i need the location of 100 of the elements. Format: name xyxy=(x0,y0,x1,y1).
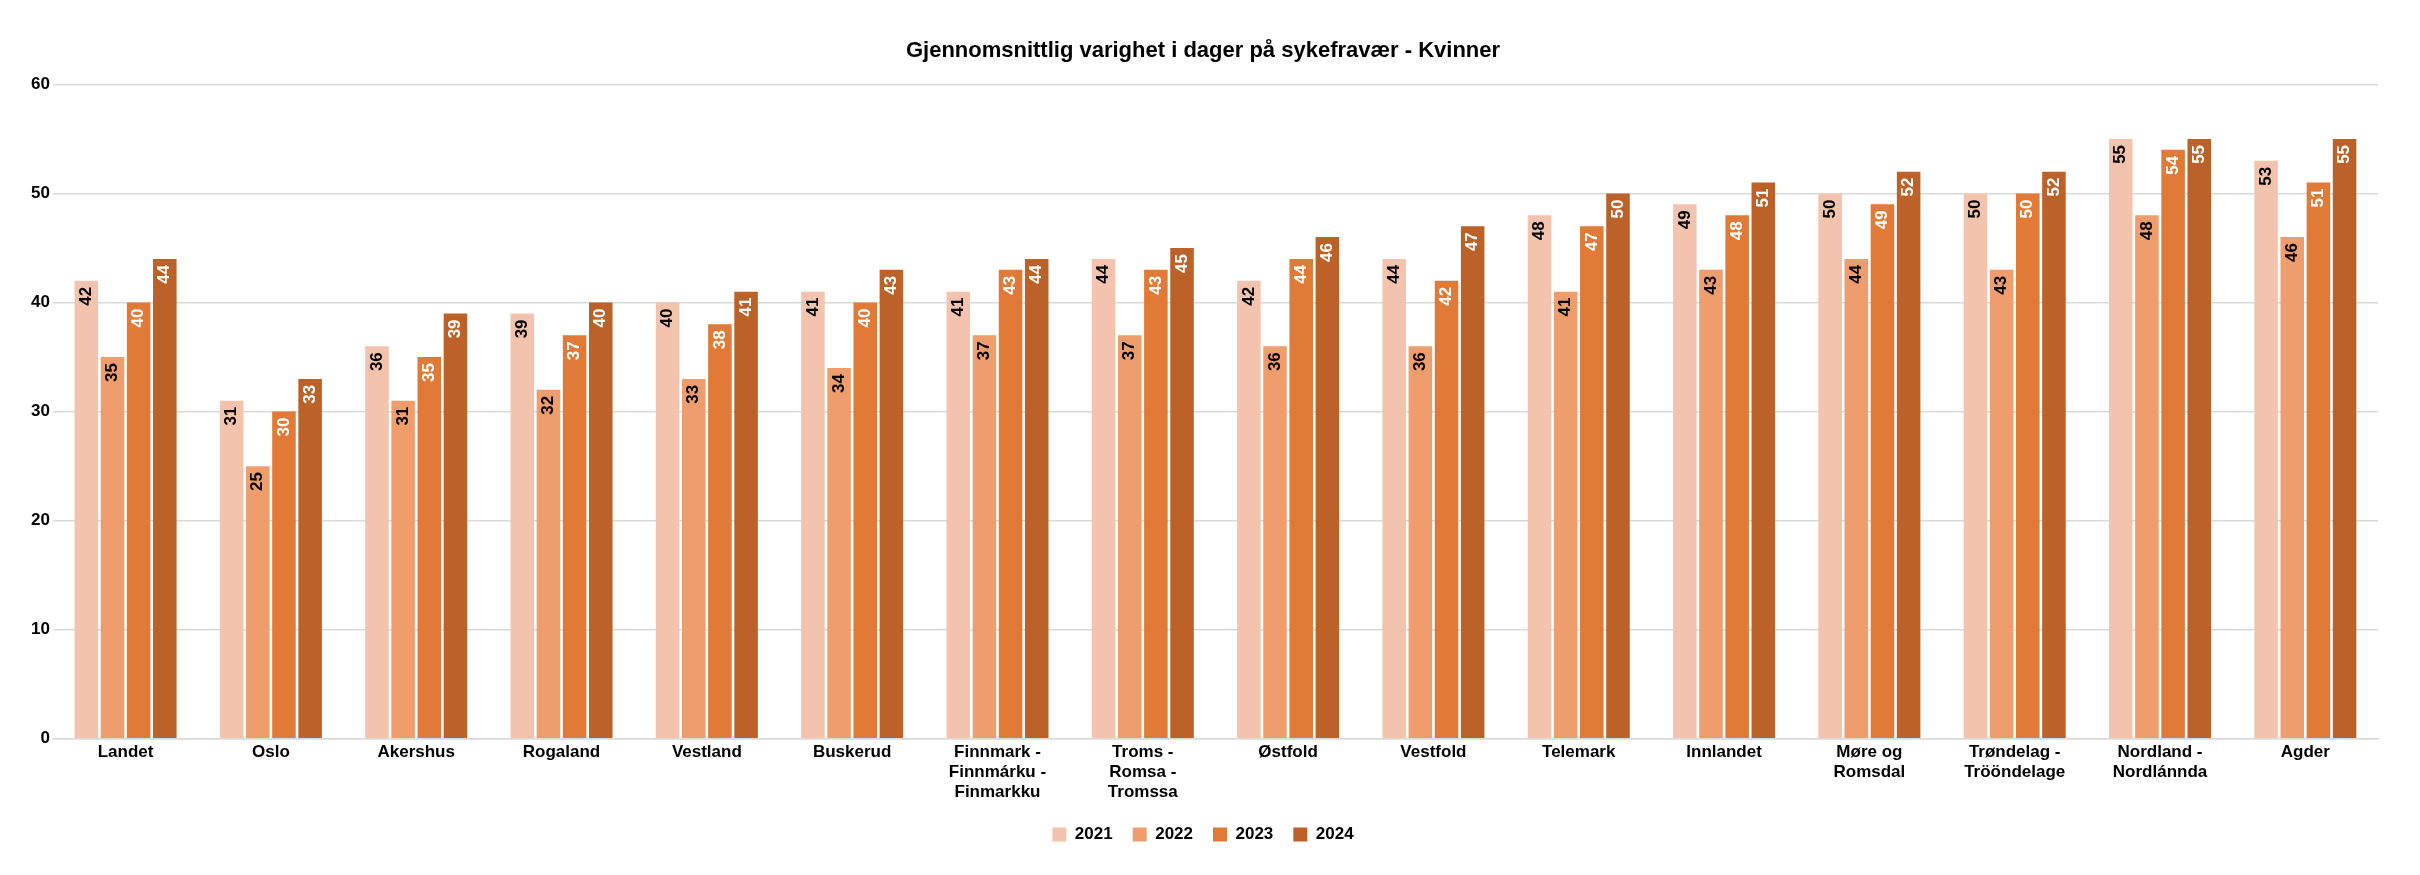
bar xyxy=(1870,204,1895,739)
y-tick-label: 0 xyxy=(40,728,50,748)
data-label: 48 xyxy=(1726,221,1746,241)
bar xyxy=(1844,258,1869,739)
bar xyxy=(1382,258,1406,739)
data-label: 43 xyxy=(1991,275,2011,295)
bar xyxy=(1434,280,1459,739)
bar xyxy=(972,335,997,739)
data-label: 38 xyxy=(709,330,729,350)
data-label: 45 xyxy=(1171,254,1191,273)
data-label: 50 xyxy=(1607,199,1627,219)
bar xyxy=(2306,182,2331,739)
bar xyxy=(1751,182,1776,739)
data-label: 35 xyxy=(418,363,438,382)
data-label: 43 xyxy=(1145,275,1165,295)
data-label: 37 xyxy=(974,341,994,361)
bar xyxy=(801,291,825,739)
y-tick-label: 60 xyxy=(30,74,50,94)
data-label: 55 xyxy=(2110,144,2130,164)
data-label: 49 xyxy=(1872,210,1892,230)
data-label: 41 xyxy=(735,297,755,317)
data-label: 43 xyxy=(1000,275,1020,295)
legend-label: 2022 xyxy=(1155,824,1194,844)
legend-label: 2021 xyxy=(1074,824,1113,844)
bar xyxy=(126,302,151,739)
data-label: 49 xyxy=(1674,210,1694,230)
data-label: 44 xyxy=(1290,264,1310,284)
bar xyxy=(2016,193,2040,739)
data-label: 44 xyxy=(154,264,174,284)
bar xyxy=(1263,346,1287,739)
data-label: 39 xyxy=(511,319,531,339)
data-label: 46 xyxy=(2281,243,2301,263)
bar xyxy=(1091,258,1116,739)
x-tick-label: Rogaland xyxy=(522,741,601,761)
data-label: 54 xyxy=(2162,155,2182,175)
bar xyxy=(1553,291,1578,739)
bar xyxy=(946,291,971,739)
bar xyxy=(1408,346,1433,739)
data-label: 50 xyxy=(1965,199,1985,219)
data-label: 39 xyxy=(445,319,465,339)
data-label: 44 xyxy=(1383,264,1403,284)
bar xyxy=(1673,204,1697,739)
x-tick-label: Vestland xyxy=(671,741,742,761)
bar xyxy=(391,400,415,739)
y-tick-label: 10 xyxy=(30,619,50,639)
x-tick-label: Trøndelag - Trööndelage xyxy=(1964,741,2066,782)
bar xyxy=(272,411,296,739)
y-tick-label: 30 xyxy=(30,401,50,421)
data-label: 55 xyxy=(2188,144,2208,164)
bar xyxy=(708,324,732,739)
data-label: 36 xyxy=(366,352,386,372)
x-tick-label: Telemark xyxy=(1542,741,1616,761)
x-tick-label: Agder xyxy=(2280,741,2331,761)
y-tick-label: 50 xyxy=(30,183,50,203)
bar xyxy=(219,400,244,739)
x-tick-label: Finnmark - Finnmárku - Finmarkku xyxy=(948,741,1047,802)
data-label: 33 xyxy=(299,384,319,404)
y-tick-label: 20 xyxy=(30,510,50,530)
data-label: 42 xyxy=(76,286,96,306)
legend-label: 2023 xyxy=(1235,824,1274,844)
data-label: 40 xyxy=(128,308,148,328)
data-label: 42 xyxy=(1436,286,1456,306)
bar xyxy=(1527,215,1552,739)
data-label: 44 xyxy=(1026,264,1046,284)
bar xyxy=(246,466,270,739)
data-label: 46 xyxy=(1317,243,1337,263)
bar xyxy=(1117,335,1142,739)
data-label: 51 xyxy=(2308,188,2328,208)
bar xyxy=(2042,171,2066,739)
x-tick-label: Troms - Romsa - Tromssa xyxy=(1107,741,1179,802)
data-label: 48 xyxy=(1529,221,1549,241)
data-label: 31 xyxy=(392,406,412,426)
bar xyxy=(2254,160,2278,739)
data-label: 33 xyxy=(683,384,703,404)
data-label: 41 xyxy=(802,297,822,317)
data-label: 40 xyxy=(590,308,610,328)
bar xyxy=(562,335,587,739)
x-tick-label: Akershus xyxy=(377,741,455,761)
x-tick-label: Oslo xyxy=(251,741,290,761)
bar xyxy=(2161,149,2185,739)
data-label: 47 xyxy=(1581,232,1601,252)
data-label: 55 xyxy=(2334,144,2354,164)
bar xyxy=(1699,269,1723,739)
data-label: 34 xyxy=(828,373,848,393)
data-label: 44 xyxy=(1846,264,1865,284)
bar xyxy=(1315,237,1340,739)
chart-title: Gjennomsnittlig varighet i dager på sykefravær - Kvinner xyxy=(905,37,1501,63)
bar xyxy=(853,302,878,739)
bar xyxy=(1580,226,1604,739)
bar xyxy=(879,269,904,739)
bar xyxy=(1144,269,1168,739)
data-label: 44 xyxy=(1093,264,1113,284)
data-label: 30 xyxy=(273,417,293,437)
bar xyxy=(681,378,706,739)
x-tick-label: Landet xyxy=(97,741,154,761)
data-label: 40 xyxy=(854,308,874,328)
bar xyxy=(998,269,1023,739)
legend-label: 2024 xyxy=(1315,824,1355,844)
data-label: 36 xyxy=(1410,352,1430,372)
data-label: 53 xyxy=(2255,166,2275,186)
